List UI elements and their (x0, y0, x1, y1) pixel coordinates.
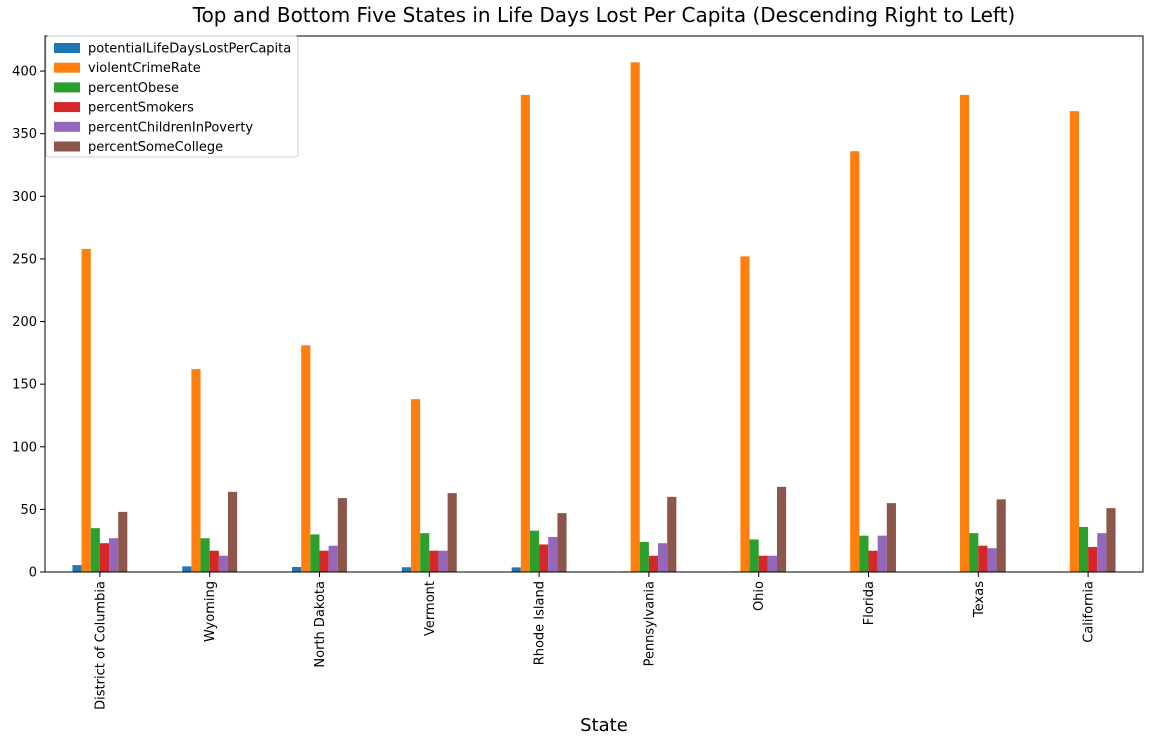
legend-box (45, 35, 299, 158)
bar-percentChildrenInPoverty-california (1097, 533, 1107, 572)
legend-swatch (54, 43, 80, 53)
bar-potentialLifeDaysLostPerCapita-wyoming (182, 566, 192, 572)
bar-percentChildrenInPoverty-ohio (767, 555, 777, 572)
bar-percentObese-wyoming (200, 538, 210, 572)
bar-percentSmokers-california (1088, 546, 1098, 572)
bar-violentCrimeRate-district-of-columbia (81, 248, 91, 572)
legend-swatch (54, 141, 80, 152)
bar-percentChildrenInPoverty-rhode-island (548, 536, 558, 572)
bar-percentSmokers-wyoming (209, 550, 219, 572)
legend-swatch (54, 62, 80, 73)
bar-percentSmokers-texas (978, 545, 988, 572)
bar-violentCrimeRate-rhode-island (520, 94, 530, 573)
bar-percentSmokers-ohio (758, 555, 768, 572)
x-tick-label: Vermont (423, 581, 438, 636)
bar-percentObese-district-of-columbia (90, 528, 100, 572)
bars-layer (72, 62, 1116, 573)
bar-percentSomeCollege-ohio (777, 486, 787, 572)
chart-title: Top and Bottom Five States in Life Days … (192, 3, 1015, 27)
bar-percentObese-texas (969, 533, 979, 572)
bar-potentialLifeDaysLostPerCapita-vermont (401, 567, 411, 572)
bar-violentCrimeRate-wyoming (191, 369, 201, 572)
bar-violentCrimeRate-pennsylvania (630, 62, 640, 573)
x-axis: District of Columbia Wyoming North Dakota V… (93, 572, 1097, 710)
bar-percentSomeCollege-california (1106, 508, 1116, 572)
y-tick-label: 100 (12, 440, 37, 455)
bar-percentObese-rhode-island (529, 530, 540, 572)
bar-percentChildrenInPoverty-district-of-columbia (109, 538, 119, 572)
legend-label: violentCrimeRate (88, 61, 201, 76)
bar-potentialLifeDaysLostPerCapita-district-of-columbia (72, 565, 82, 572)
bar-violentCrimeRate-north-dakota (301, 345, 311, 572)
bar-percentSomeCollege-rhode-island (557, 513, 567, 572)
y-tick-label: 300 (12, 190, 37, 205)
bar-percentSmokers-florida (868, 550, 878, 572)
x-tick-label: Florida (862, 581, 877, 625)
bar-percentObese-north-dakota (310, 534, 320, 572)
y-tick-label: 50 (20, 503, 37, 518)
y-tick-label: 350 (12, 127, 37, 142)
bar-percentObese-florida (859, 535, 869, 572)
bar-violentCrimeRate-vermont (411, 399, 421, 572)
y-axis: 0 50 100 150 200 250 300 350 400 (12, 65, 45, 581)
bar-percentChildrenInPoverty-vermont (438, 550, 448, 572)
bar-percentObese-vermont (420, 533, 430, 572)
x-tick-label: Wyoming (203, 581, 218, 642)
bar-violentCrimeRate-texas (960, 94, 970, 573)
bar-percentSmokers-rhode-island (539, 544, 549, 572)
bar-potentialLifeDaysLostPerCapita-rhode-island (511, 567, 521, 572)
y-tick-label: 200 (12, 315, 37, 330)
bar-potentialLifeDaysLostPerCapita-north-dakota (292, 566, 302, 572)
legend-label: percentSomeCollege (88, 140, 223, 155)
y-tick-label: 250 (12, 252, 37, 267)
legend-swatch (54, 82, 80, 93)
bar-percentSomeCollege-texas (996, 499, 1006, 572)
bar-percentChildrenInPoverty-wyoming (218, 555, 228, 572)
legend-label: percentObese (88, 81, 179, 96)
x-tick-label: Rhode Island (533, 581, 548, 665)
legend-swatch (54, 102, 80, 113)
bar-percentSomeCollege-pennsylvania (667, 496, 677, 572)
x-tick-label: North Dakota (313, 581, 328, 668)
bar-percentSmokers-vermont (429, 550, 439, 572)
bar-percentSomeCollege-district-of-columbia (118, 511, 128, 572)
x-tick-label: District of Columbia (93, 581, 108, 710)
bar-percentChildrenInPoverty-florida (877, 535, 887, 572)
bar-percentSmokers-north-dakota (319, 550, 329, 572)
legend-label: percentChildrenInPoverty (88, 120, 253, 135)
x-axis-title: State (580, 715, 628, 736)
legend-label: potentialLifeDaysLostPerCapita (88, 42, 291, 57)
legend-swatch (54, 121, 80, 132)
bar-percentSmokers-pennsylvania (648, 555, 659, 572)
bar-violentCrimeRate-ohio (740, 256, 750, 572)
bar-percentSomeCollege-vermont (447, 493, 457, 572)
y-tick-label: 400 (12, 65, 37, 80)
x-tick-label: California (1082, 581, 1097, 643)
x-tick-label: Ohio (752, 581, 767, 611)
bar-percentSmokers-district-of-columbia (99, 543, 110, 572)
bar-percentObese-pennsylvania (639, 541, 649, 572)
x-tick-label: Pennsylvania (642, 581, 657, 666)
legend: potentialLifeDaysLostPerCapita violentCri… (45, 35, 299, 158)
bar-percentSomeCollege-florida (886, 503, 896, 572)
plot-frame (44, 35, 1144, 573)
bar-percentChildrenInPoverty-texas (987, 548, 997, 572)
bar-percentObese-ohio (749, 539, 759, 572)
bar-percentObese-california (1078, 526, 1089, 572)
bar-violentCrimeRate-florida (850, 151, 860, 572)
bar-percentSomeCollege-north-dakota (337, 498, 347, 572)
y-tick-label: 150 (12, 378, 37, 393)
bar-violentCrimeRate-california (1069, 111, 1079, 572)
bar-percentChildrenInPoverty-north-dakota (328, 545, 338, 572)
legend-label: percentSmokers (88, 101, 194, 116)
bar-percentChildrenInPoverty-pennsylvania (658, 543, 668, 572)
x-tick-label: Texas (972, 581, 987, 618)
bar-percentSomeCollege-wyoming (228, 491, 238, 572)
y-tick-label: 0 (29, 566, 37, 581)
